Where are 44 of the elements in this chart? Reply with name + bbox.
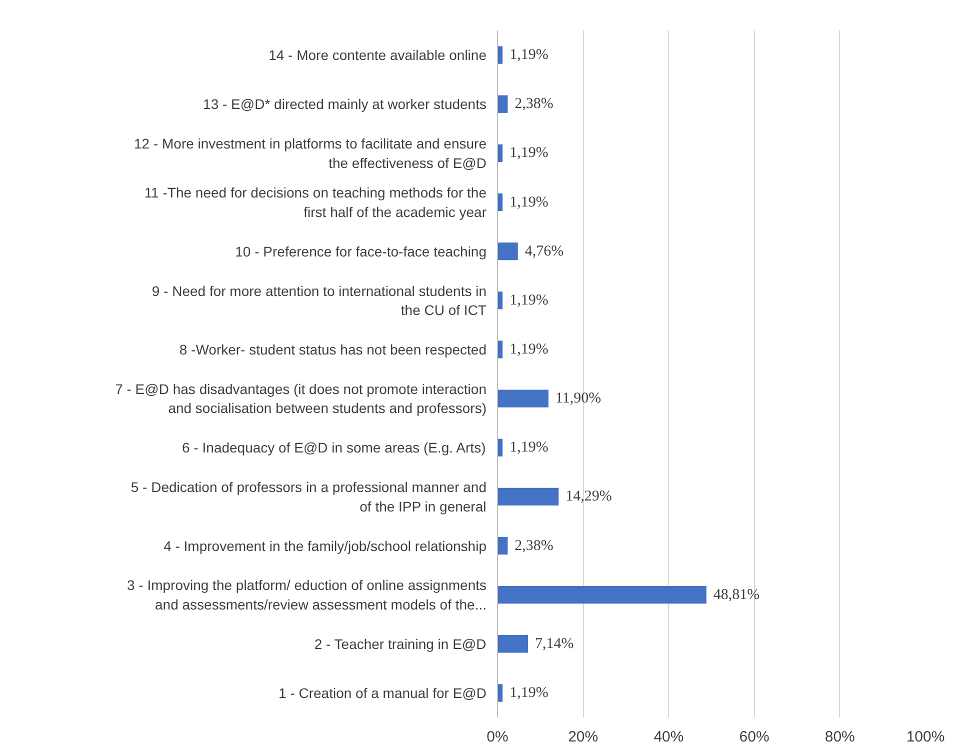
data-label: 1,19% [510, 440, 548, 456]
y-tick-label: 13 - E@D* directed mainly at worker students [203, 96, 487, 112]
bar [498, 684, 503, 702]
y-tick-label: 14 - More contente available online [268, 47, 487, 64]
x-tick-label: 0% [486, 728, 508, 746]
data-label: 4,76% [524, 243, 564, 260]
y-tick-label: 7 - E@D has disadvantages (it does not promote interaction and socialisation between students and professors) [115, 380, 487, 416]
y-tick-label: 1 - Creation of a manual for E@D [278, 684, 487, 701]
y-tick-label: 8 -Worker- student status has not been respected [179, 341, 487, 358]
y-tick-label: 6 - Inadequacy of E@D in some areas (E.g. Arts) [182, 440, 486, 456]
data-label: 1,19% [510, 292, 548, 308]
x-tick-label: 100% [906, 728, 945, 746]
x-tick-label: 80% [824, 728, 855, 746]
data-label: 2,38% [514, 538, 554, 554]
bar [498, 95, 508, 113]
y-tick-label: 3 - Improving the platform/ eduction of online assignments and assessments/review assessment models of the... [126, 577, 487, 612]
data-label: 11,90% [555, 390, 602, 407]
bar [498, 340, 503, 358]
y-tick-label: 5 - Dedication of professors in a professional manner and of the IPP in general [130, 479, 486, 514]
data-label: 7,14% [535, 636, 574, 652]
bar [498, 242, 518, 260]
bar [498, 390, 548, 408]
data-label: 48,81% [713, 586, 760, 603]
data-label: 1,19% [510, 47, 548, 64]
y-tick-label: 9 - Need for more attention to international students in the CU of ICT [152, 282, 487, 318]
data-label: 2,38% [514, 96, 554, 112]
x-tick-label: 40% [654, 728, 684, 746]
bar [498, 488, 559, 506]
data-label: 1,19% [510, 145, 548, 162]
y-tick-label: 12 - More investment in platforms to facilitate and ensure the effectiveness of E@D [134, 136, 487, 171]
bar [498, 586, 706, 604]
bar [498, 46, 503, 64]
y-tick-label: 2 - Teacher training in E@D [314, 636, 486, 652]
x-tick-label: 20% [568, 728, 598, 746]
bar [498, 536, 508, 555]
data-label: 1,19% [510, 194, 548, 210]
x-tick-label: 60% [739, 728, 770, 746]
data-label: 14,29% [566, 488, 612, 505]
y-tick-label: 11 -The need for decisions on teaching methods for the first half of the academic year [144, 184, 487, 220]
bar [498, 635, 528, 653]
data-label: 1,19% [510, 341, 548, 358]
y-tick-label: 10 - Preference for face-to-face teaching [235, 243, 486, 260]
data-label: 1,19% [510, 684, 548, 701]
y-tick-label: 4 - Improvement in the family/job/school relationship [164, 538, 487, 554]
